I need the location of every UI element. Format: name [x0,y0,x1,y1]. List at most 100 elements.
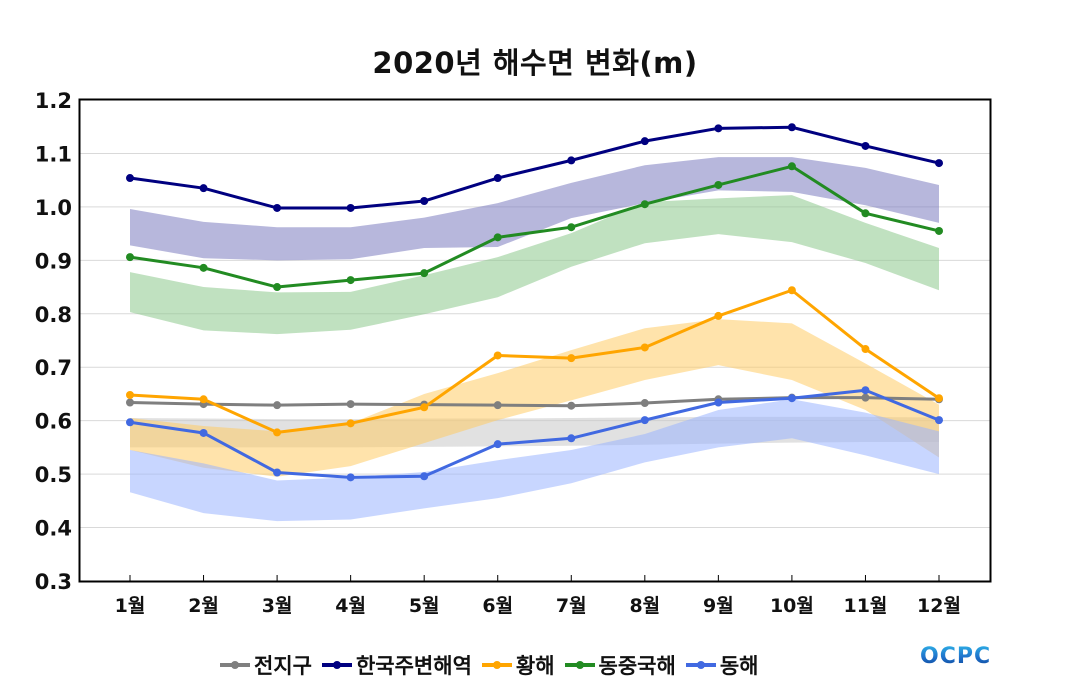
band-2 [130,319,939,477]
data-point [126,174,134,183]
data-point [126,253,134,262]
data-point [935,394,943,403]
data-point [640,343,649,352]
data-point [493,174,502,183]
data-point [420,472,429,481]
y-tick-label: 0.8 [35,303,72,327]
x-tick-label: 1월 [115,595,146,617]
data-point [567,401,576,410]
legend-label: 황해 [515,654,555,678]
legend-item: 한국주변해역 [321,650,472,680]
data-point [714,124,723,133]
data-point [493,440,502,449]
data-point [346,276,355,285]
data-point [787,123,796,132]
data-point [346,400,355,409]
data-point [493,233,502,242]
legend: 전지구 한국주변해역 황해 동중국해 동해 [220,648,758,682]
data-point [640,416,649,425]
series-lines [126,123,943,482]
x-tick-label: 4월 [335,595,366,617]
data-point [199,428,208,437]
data-point [346,203,355,212]
data-point [493,351,502,360]
data-point [861,386,870,395]
data-point [787,286,796,295]
y-axis-ticks: 0.3 0.4 0.5 0.6 0.7 0.8 0.9 1.0 1.1 1.2 [35,89,72,594]
legend-line-marker-icon [321,658,352,672]
chart-title: 2020년 해수면 변화(m) [372,46,698,80]
band-1 [130,157,939,261]
legend-item: 동중국해 [564,650,676,680]
data-point [273,401,282,410]
x-tick-label: 5월 [409,595,440,617]
data-point [273,468,282,477]
data-point [346,473,355,482]
data-point [935,416,943,425]
x-tick-label: 3월 [262,595,293,617]
legend-line-marker-icon [564,658,595,672]
data-point [567,156,576,165]
data-point [199,395,208,404]
x-tick-label: 11월 [843,595,887,617]
data-point [273,203,282,212]
data-point [567,354,576,363]
x-tick-label: 12월 [917,595,961,617]
y-tick-label: 1.2 [35,89,72,113]
data-point [567,434,576,443]
uncertainty-bands [130,157,939,522]
data-point [714,398,723,407]
legend-line-marker-icon [220,658,250,672]
data-point [861,393,870,402]
data-point [420,269,429,278]
legend-item: 동해 [685,650,759,680]
series-line-3 [129,164,940,289]
data-point [714,180,723,189]
data-point [420,197,429,206]
data-point [346,419,355,428]
series-line-4 [129,388,940,479]
x-tick-label: 7월 [556,595,587,617]
plot-frame [78,98,992,583]
x-tick-label: 10월 [770,595,814,617]
data-point [420,403,429,412]
data-point [640,137,649,146]
legend-label: 동중국해 [598,654,676,678]
x-tick-label: 8월 [629,595,660,617]
data-point [861,345,870,354]
legend-label: 동해 [719,654,759,678]
y-tick-label: 1.0 [35,196,72,220]
y-tick-label: 1.1 [35,142,72,166]
legend-item: 전지구 [220,650,312,680]
series-line-1 [129,125,940,210]
x-tick-label: 2월 [188,595,219,617]
data-point [567,223,576,232]
data-point [861,209,870,218]
y-tick-label: 0.7 [35,356,72,380]
ocpc-logo: OCPC [920,644,992,669]
legend-label: 한국주변해역 [355,654,472,678]
x-tick-label: 6월 [482,595,513,617]
data-point [199,184,208,193]
data-point [126,418,134,427]
data-point [640,399,649,408]
legend-label: 전지구 [254,654,312,678]
data-point [126,391,134,400]
data-point [714,311,723,320]
data-point [273,428,282,437]
data-point [935,159,943,168]
band-3 [130,195,939,335]
data-point [199,263,208,272]
data-point [935,226,943,235]
y-tick-label: 0.4 [35,517,72,541]
series-line-2 [129,288,940,434]
y-tick-label: 0.9 [35,249,72,273]
data-point [861,141,870,150]
data-point [273,283,282,292]
legend-line-marker-icon [481,658,512,672]
data-point [787,162,796,171]
legend-item: 황해 [481,650,555,680]
x-tick-label: 9월 [703,595,734,617]
band-4 [130,399,939,522]
